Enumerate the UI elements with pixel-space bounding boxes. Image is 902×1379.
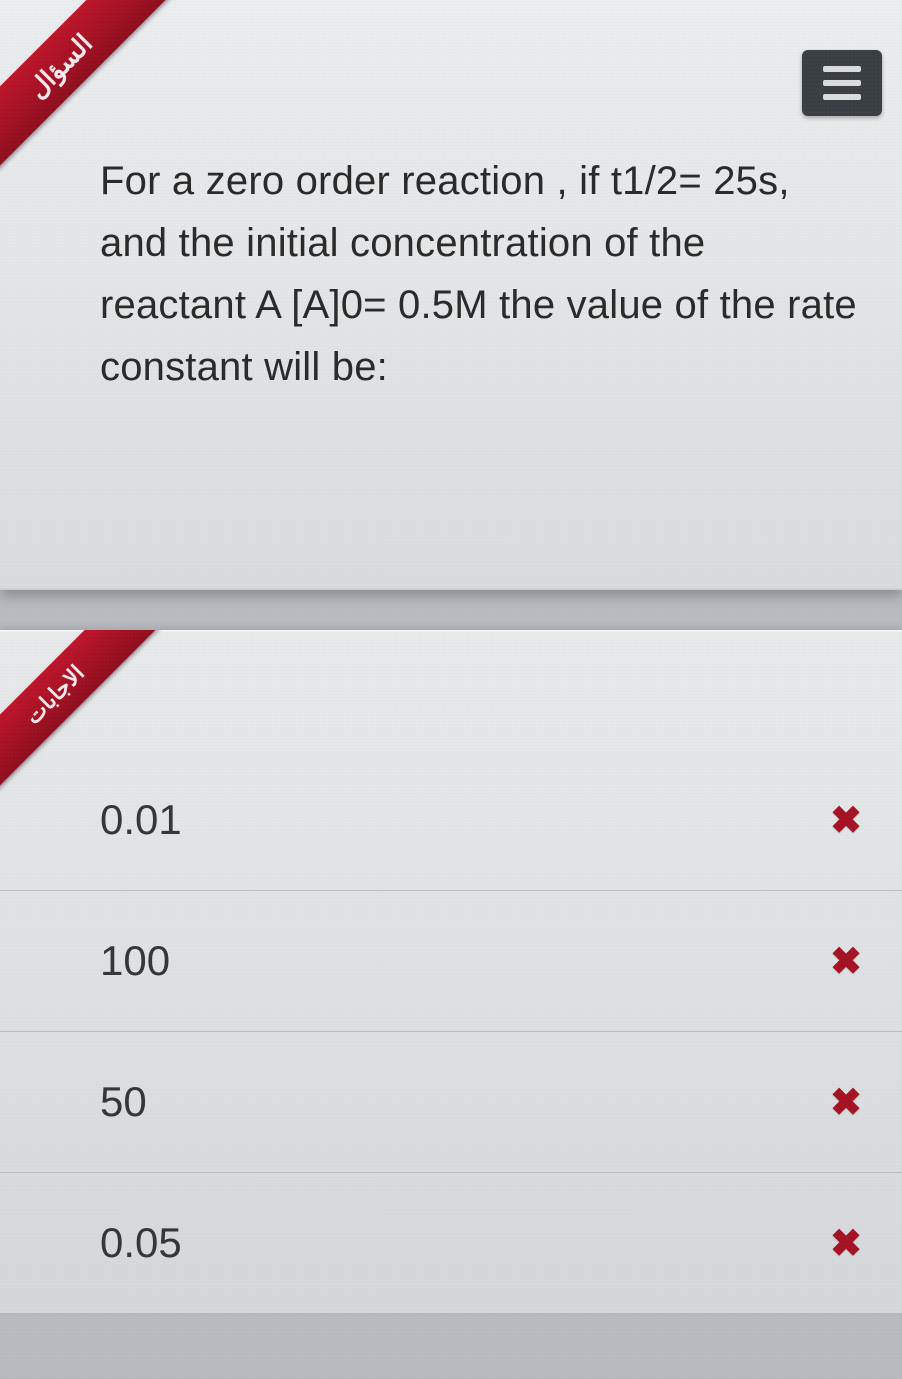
question-card: السؤال For a zero order reaction , if t1… [0,0,902,590]
menu-button[interactable] [802,50,882,116]
menu-icon [823,80,861,86]
menu-icon [823,66,861,72]
answer-text: 50 [100,1078,147,1126]
wrong-icon: ✖ [830,1221,862,1266]
answer-text: 0.05 [100,1219,182,1267]
answer-option[interactable]: 0.05 ✖ [0,1173,902,1313]
answers-card: الاجابات 0.01 ✖ 100 ✖ 50 ✖ 0.05 ✖ [0,630,902,1313]
menu-icon [823,94,861,100]
question-ribbon-label: السؤال [21,28,98,105]
answer-text: 100 [100,937,170,985]
answer-text: 0.01 [100,796,182,844]
wrong-icon: ✖ [830,939,862,984]
card-gap [0,590,902,630]
answer-option[interactable]: 50 ✖ [0,1032,902,1173]
answer-option[interactable]: 0.01 ✖ [0,750,902,891]
wrong-icon: ✖ [830,1080,862,1125]
answer-option[interactable]: 100 ✖ [0,891,902,1032]
wrong-icon: ✖ [830,798,862,843]
question-text: For a zero order reaction , if t1/2= 25s… [100,150,862,398]
answers-ribbon-label: الاجابات [20,660,90,730]
